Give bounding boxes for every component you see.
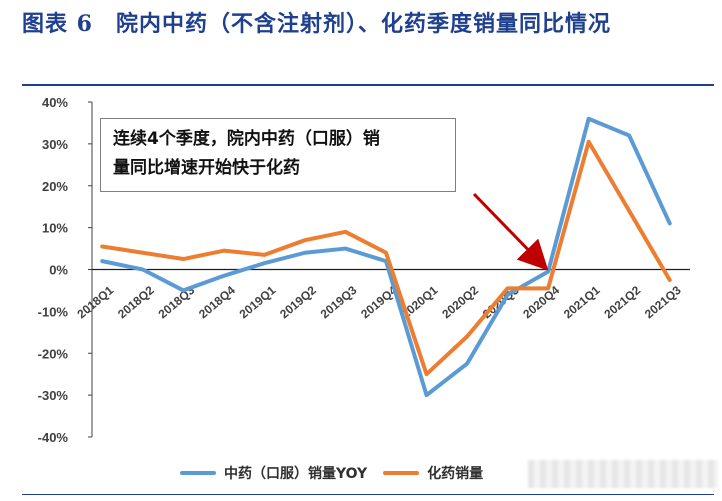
x-tick-label: 2018Q2 xyxy=(115,283,157,321)
y-tick-label: -10% xyxy=(38,304,69,319)
y-tick-label: 10% xyxy=(42,221,68,236)
annotation-line-1: 连续4个季度，院内中药（口服）销 xyxy=(113,129,380,149)
y-tick-label: 20% xyxy=(42,179,68,194)
x-tick-label: 2018Q1 xyxy=(74,283,116,321)
x-tick-label: 2021Q3 xyxy=(642,283,684,321)
bottom-divider xyxy=(22,494,714,495)
figure-title: 图表 6 院内中药（不含注射剂）、化药季度销量同比情况 xyxy=(22,11,611,37)
y-tick-label: -20% xyxy=(38,346,69,361)
legend-label-series-1: 中药（口服）销量YOY xyxy=(224,466,368,482)
x-tick-label: 2020Q2 xyxy=(439,283,481,321)
x-tick-label: 2021Q2 xyxy=(601,283,643,321)
y-tick-label: 30% xyxy=(42,137,68,152)
legend-item-series-2: 化药销量 xyxy=(383,463,483,483)
x-tick-label: 2021Q1 xyxy=(561,283,603,321)
annotation-line-2: 量同比增速开始快于化药 xyxy=(113,158,300,178)
annotation-box: 连续4个季度，院内中药（口服）销 量同比增速开始快于化药 xyxy=(100,118,456,192)
x-tick-label: 2019Q1 xyxy=(237,283,279,321)
y-tick-label: 40% xyxy=(42,95,68,110)
x-tick-label: 2019Q3 xyxy=(318,283,360,321)
y-tick-label: 0% xyxy=(49,263,68,278)
blurred-watermark xyxy=(528,460,718,488)
chart-legend: 中药（口服）销量YOY 化药销量 xyxy=(180,462,499,484)
annotation-arrow xyxy=(472,192,549,271)
legend-label-series-2: 化药销量 xyxy=(427,466,484,482)
legend-swatch-series-1 xyxy=(180,471,216,475)
legend-swatch-series-2 xyxy=(383,471,420,475)
x-tick-label: 2019Q2 xyxy=(277,283,319,321)
x-tick-label: 2018Q4 xyxy=(196,283,238,321)
series-line-2 xyxy=(100,139,672,377)
y-tick-label: -30% xyxy=(38,388,69,403)
series-line-1 xyxy=(100,116,672,398)
legend-item-series-1: 中药（口服）销量YOY xyxy=(180,463,367,483)
y-tick-label: -40% xyxy=(38,430,69,445)
title-divider xyxy=(22,84,714,86)
